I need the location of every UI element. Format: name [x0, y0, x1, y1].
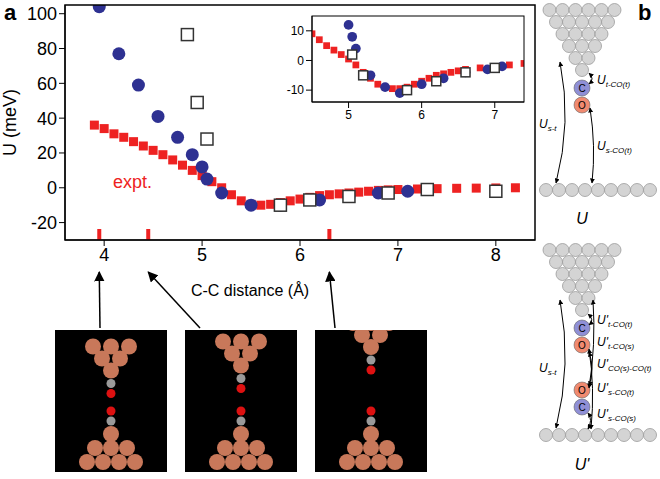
svg-text:U's-CO(s): U's-CO(s) [597, 407, 636, 423]
svg-text:C: C [578, 323, 585, 334]
svg-text:60: 60 [37, 74, 57, 94]
svg-text:40: 40 [37, 109, 57, 129]
svg-text:O: O [578, 340, 586, 351]
svg-text:-10: -10 [287, 83, 305, 97]
svg-text:5: 5 [197, 245, 207, 265]
svg-text:b: b [638, 0, 651, 25]
svg-text:4: 4 [99, 245, 109, 265]
svg-text:U't-CO(t): U't-CO(t) [597, 313, 633, 329]
svg-text:10: 10 [291, 24, 305, 38]
svg-text:U (meV): U (meV) [0, 89, 20, 156]
svg-text:a: a [4, 0, 17, 25]
svg-text:7: 7 [491, 108, 498, 122]
svg-text:C: C [578, 83, 585, 94]
svg-text:Us-CO(t): Us-CO(t) [597, 139, 632, 155]
svg-text:O: O [578, 385, 586, 396]
svg-text:80: 80 [37, 39, 57, 59]
svg-text:U'CO(s)-CO(t): U'CO(s)-CO(t) [597, 357, 652, 373]
svg-text:0: 0 [297, 54, 304, 68]
svg-text:expt.: expt. [113, 172, 152, 192]
svg-text:6: 6 [295, 245, 305, 265]
svg-text:U: U [576, 210, 588, 227]
svg-text:100: 100 [27, 4, 57, 24]
svg-text:0: 0 [47, 178, 57, 198]
svg-text:Ut-CO(t): Ut-CO(t) [597, 73, 630, 89]
svg-text:-20: -20 [31, 213, 57, 233]
svg-text:U't-CO(s): U't-CO(s) [597, 335, 635, 351]
svg-text:C-C distance (Å): C-C distance (Å) [191, 281, 309, 299]
svg-text:5: 5 [345, 108, 352, 122]
svg-text:7: 7 [393, 245, 403, 265]
svg-text:O: O [578, 100, 586, 111]
svg-text:6: 6 [418, 108, 425, 122]
svg-text:Us-t: Us-t [539, 117, 557, 133]
svg-text:Us-t: Us-t [539, 361, 557, 377]
svg-text:20: 20 [37, 143, 57, 163]
svg-text:8: 8 [491, 245, 501, 265]
svg-text:U': U' [575, 456, 591, 473]
svg-text:U's-CO(t): U's-CO(t) [597, 381, 635, 397]
svg-text:C: C [578, 402, 585, 413]
